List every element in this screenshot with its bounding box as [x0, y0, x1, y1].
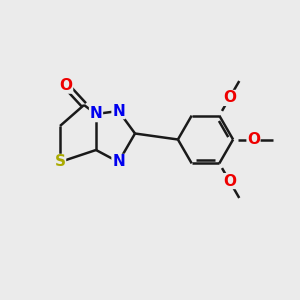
Text: N: N	[112, 154, 125, 169]
Text: O: O	[223, 90, 236, 105]
Text: N: N	[90, 106, 102, 122]
Text: N: N	[112, 103, 125, 118]
Text: S: S	[55, 154, 65, 169]
Text: O: O	[247, 132, 260, 147]
Text: O: O	[223, 174, 236, 189]
Text: O: O	[59, 78, 73, 93]
